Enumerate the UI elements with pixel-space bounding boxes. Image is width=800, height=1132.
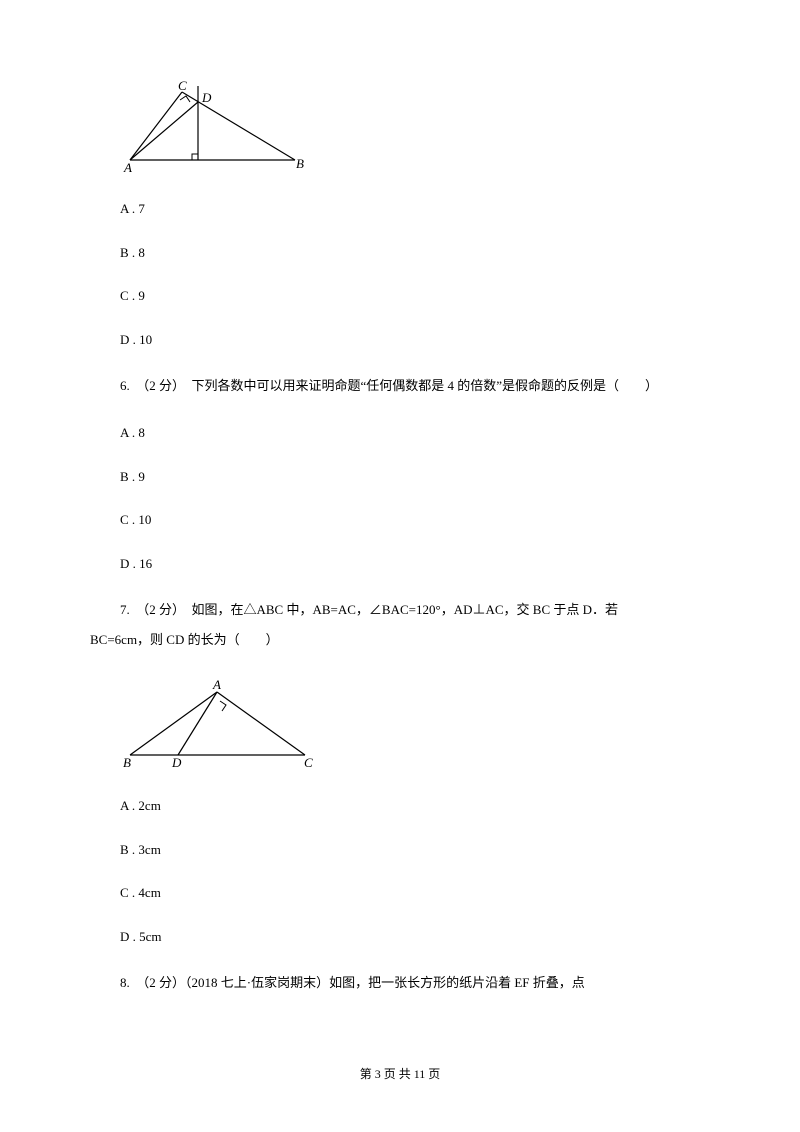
label-b: B	[296, 156, 304, 171]
q6-option-d: D . 16	[120, 554, 710, 574]
figure-q7: A B D C	[120, 677, 710, 776]
q5-option-d: D . 10	[120, 330, 710, 350]
q6-option-c: C . 10	[120, 510, 710, 530]
figure-q5: C D A B	[120, 80, 710, 179]
q6-option-b: B . 9	[120, 467, 710, 487]
triangle-diagram-2: A B D C	[120, 677, 320, 772]
q5-option-a: A . 7	[120, 199, 710, 219]
page-footer: 第 3 页 共 11 页	[0, 1065, 800, 1082]
q7-text: 7. （2 分） 如图，在△ABC 中，AB=AC，∠BAC=120°，AD⊥A…	[120, 597, 710, 623]
q8-text: 8. （2 分）（2018 七上·伍家岗期末）如图，把一张长方形的纸片沿着 EF…	[120, 970, 710, 996]
q7-option-b: B . 3cm	[120, 840, 710, 860]
q6-option-a: A . 8	[120, 423, 710, 443]
label2-d: D	[171, 755, 182, 770]
label-a: A	[123, 160, 132, 175]
q6-text-span: 6. （2 分） 下列各数中可以用来证明命题“任何偶数都是 4 的倍数”是假命题…	[90, 373, 710, 399]
q6-text: 6. （2 分） 下列各数中可以用来证明命题“任何偶数都是 4 的倍数”是假命题…	[120, 373, 710, 399]
q7-option-a: A . 2cm	[120, 796, 710, 816]
q5-option-b: B . 8	[120, 243, 710, 263]
label2-c: C	[304, 755, 313, 770]
triangle-diagram-1: C D A B	[120, 80, 310, 175]
q7-option-c: C . 4cm	[120, 883, 710, 903]
q7-option-d: D . 5cm	[120, 927, 710, 947]
q5-option-c: C . 9	[120, 286, 710, 306]
label-c: C	[178, 80, 187, 93]
page-content: C D A B A . 7 B . 8 C . 9 D . 10 6. （2 分…	[0, 0, 800, 996]
q7-text-cont: BC=6cm，则 CD 的长为（ ）	[90, 627, 710, 653]
label2-a: A	[212, 677, 221, 692]
label2-b: B	[123, 755, 131, 770]
label-d: D	[201, 90, 212, 105]
q7-line1: 7. （2 分） 如图，在△ABC 中，AB=AC，∠BAC=120°，AD⊥A…	[120, 602, 618, 617]
